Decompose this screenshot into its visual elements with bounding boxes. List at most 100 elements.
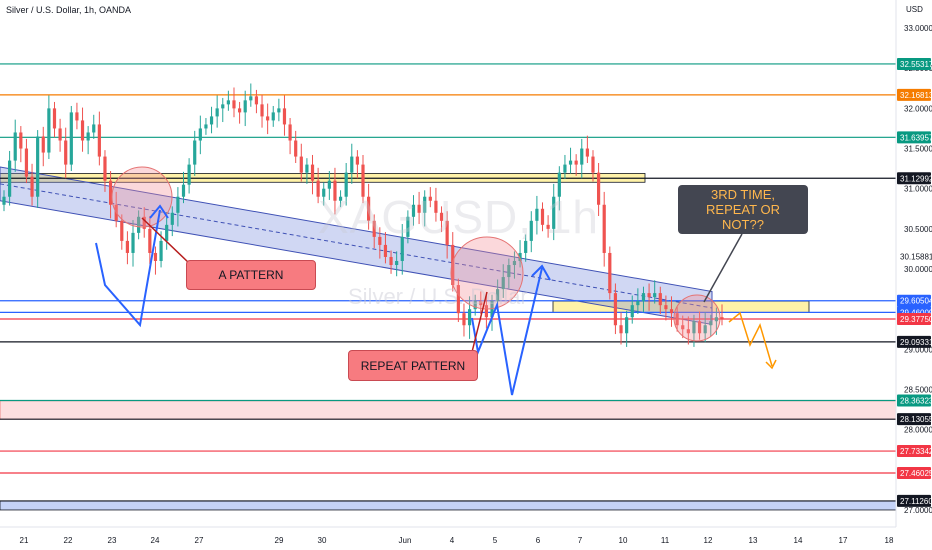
candle-body xyxy=(490,301,494,318)
candle-body xyxy=(574,160,578,165)
candle-body xyxy=(501,277,505,290)
candle-body xyxy=(80,120,85,141)
blue-zone xyxy=(0,500,897,511)
candle-body xyxy=(69,112,73,165)
candle-body xyxy=(641,293,646,302)
candle-body xyxy=(423,196,427,213)
candle-body xyxy=(232,100,236,109)
symbol-title[interactable]: Silver / U.S. Dollar, 1h, OANDA xyxy=(6,5,132,15)
a-pattern-arrow xyxy=(95,209,161,328)
x-tick-label: 7 xyxy=(578,536,583,545)
candle-body xyxy=(389,256,393,265)
candle-body xyxy=(159,240,163,261)
ticker-watermark: XAGUSD, 1h xyxy=(318,191,599,243)
candle-body xyxy=(496,289,500,302)
candle-body xyxy=(47,108,51,153)
candle-body xyxy=(165,224,169,241)
y-tick-label: 33.00000 xyxy=(904,24,932,33)
candle-body xyxy=(221,104,225,109)
horizontal-levels xyxy=(0,63,896,502)
candle-body xyxy=(249,96,253,101)
candle-body xyxy=(170,212,174,225)
pattern-circle xyxy=(450,236,524,310)
candle-body xyxy=(226,100,230,105)
candle-body xyxy=(703,325,707,334)
channel-midline xyxy=(0,183,713,309)
price-badge-label: 32.16813 xyxy=(900,91,932,100)
price-badge xyxy=(897,57,931,70)
candle-body xyxy=(260,104,264,117)
candle-body xyxy=(692,321,696,334)
candle-body xyxy=(153,252,158,261)
candle-body xyxy=(529,220,533,241)
candle-body xyxy=(428,196,432,201)
price-badge-label: 29.09331 xyxy=(900,338,932,347)
x-tick-label: 13 xyxy=(749,536,758,545)
a-pattern-arrowhead xyxy=(149,204,169,219)
price-badge-label: 27.11260 xyxy=(900,497,932,506)
candle-body xyxy=(653,293,657,298)
y-tick-label: 27.00000 xyxy=(904,506,932,515)
candle-body xyxy=(507,265,511,278)
pattern-circle xyxy=(673,294,721,342)
candle-body xyxy=(288,124,292,141)
candle-body xyxy=(344,172,348,197)
repeat-pattern-callout: REPEAT PATTERN xyxy=(348,350,478,381)
repeat-pattern-arrow xyxy=(471,267,543,396)
candle-body xyxy=(669,309,674,314)
candle-body xyxy=(237,108,242,113)
y-tick-label: 30.00000 xyxy=(904,265,932,274)
candle-body xyxy=(92,124,96,133)
price-badge xyxy=(897,172,931,185)
projection-arrow xyxy=(728,311,773,367)
candle-body xyxy=(198,128,202,141)
x-tick-label: 10 xyxy=(619,536,628,545)
candle-body xyxy=(137,216,141,233)
price-badge-label: 29.46009 xyxy=(900,308,932,317)
a-pattern-callout: A PATTERN xyxy=(186,260,316,290)
x-tick-label: 17 xyxy=(839,536,848,545)
candle-body xyxy=(591,156,595,173)
price-badge-label: 31.63957 xyxy=(900,133,932,142)
candle-body xyxy=(378,236,382,245)
price-badge-label: 28.13055 xyxy=(900,415,932,424)
candle-body xyxy=(2,196,6,205)
candle-body xyxy=(176,196,180,213)
price-axis[interactable]: 33.0000032.5000032.0000031.5000031.00000… xyxy=(897,24,932,515)
candle-body xyxy=(557,172,561,197)
candle-body xyxy=(596,172,601,205)
candle-body xyxy=(512,260,517,265)
repeat-pattern-pointer xyxy=(471,291,488,353)
candle-body xyxy=(243,100,247,113)
repeat-pattern-arrowhead xyxy=(531,264,551,281)
price-badge xyxy=(897,467,931,480)
candle-body xyxy=(686,329,690,334)
projection-arrows xyxy=(95,204,777,396)
candle-body xyxy=(36,136,40,197)
candle-body xyxy=(193,140,197,165)
candle-body xyxy=(333,180,337,201)
candle-body xyxy=(675,313,679,326)
candle-body xyxy=(266,116,270,121)
time-axis[interactable]: 21 22 23 24 27 29 30 Jun 4 5 6 7 10 11 12 13 14 17 18 xyxy=(20,536,894,545)
x-tick-label: Jun xyxy=(399,536,412,545)
name-watermark: Silver / U.S. Dollar xyxy=(348,284,528,309)
y-tick-label: 28.50000 xyxy=(904,385,932,394)
candle-body xyxy=(445,220,449,245)
x-tick-label: 14 xyxy=(794,536,803,545)
candle-body xyxy=(13,132,17,161)
candle-body xyxy=(108,180,113,205)
third-time-pointer xyxy=(703,233,743,303)
candle-body xyxy=(19,132,23,149)
price-badge xyxy=(897,494,931,507)
price-badge xyxy=(897,131,931,144)
price-badge-label: 31.12992 xyxy=(900,174,932,183)
y-tick-label: 28.00000 xyxy=(904,426,932,435)
candle-body xyxy=(52,108,57,129)
price-badge-label: 27.46025 xyxy=(900,469,932,478)
currency-label[interactable]: USD xyxy=(906,5,923,14)
price-badge-label: 28.36323 xyxy=(900,396,932,405)
candle-body xyxy=(456,285,460,314)
candle-body xyxy=(367,196,371,221)
